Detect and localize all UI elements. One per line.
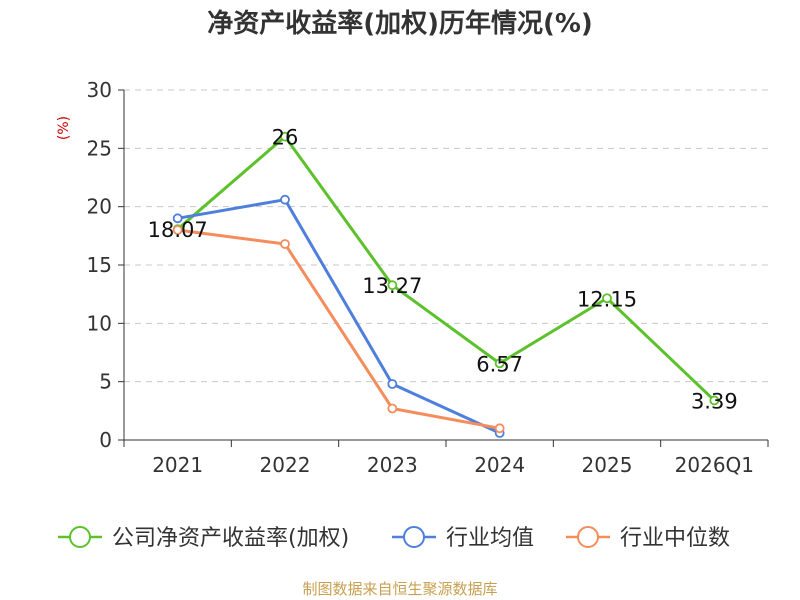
data-label: 3.39 bbox=[691, 389, 738, 413]
legend-marker bbox=[403, 526, 425, 548]
data-point bbox=[172, 213, 183, 224]
data-point bbox=[172, 225, 183, 235]
x-tick-label: 2026Q1 bbox=[675, 453, 754, 477]
data-point bbox=[494, 358, 505, 369]
data-labels: 18.07 26 13.27 6.57 12.15 3.39 bbox=[148, 126, 738, 414]
data-point bbox=[280, 194, 290, 205]
y-tick-label: 15 bbox=[87, 253, 112, 277]
source-note: 制图数据来自恒生聚源数据库 bbox=[302, 580, 497, 598]
data-point bbox=[280, 239, 290, 249]
legend-label: 公司净资产收益率(加权) bbox=[112, 526, 349, 551]
data-point bbox=[280, 131, 290, 142]
data-label: 12.15 bbox=[577, 287, 637, 311]
data-point bbox=[387, 379, 398, 389]
y-tick-label: 0 bbox=[99, 428, 112, 452]
y-tick-label: 25 bbox=[87, 136, 112, 160]
x-tick-label: 2023 bbox=[367, 453, 418, 477]
series-line-0 bbox=[176, 135, 716, 402]
data-label: 18.07 bbox=[148, 218, 208, 242]
x-tick-label: 2021 bbox=[152, 453, 203, 477]
y-tick-label: 20 bbox=[87, 195, 112, 219]
data-point bbox=[387, 280, 398, 291]
y-tick-label: 30 bbox=[87, 78, 112, 102]
series-group bbox=[172, 131, 720, 438]
series-line-1 bbox=[177, 198, 501, 435]
y-tick-label: 5 bbox=[99, 370, 112, 394]
data-label: 6.57 bbox=[476, 352, 523, 376]
legend-label: 行业中位数 bbox=[620, 526, 730, 551]
y-axis-unit: (%) bbox=[56, 116, 72, 140]
data-point bbox=[709, 395, 720, 406]
legend: 公司净资产收益率(加权) 行业均值 行业中位数 bbox=[58, 526, 730, 551]
x-tick-label: 2022 bbox=[260, 453, 311, 477]
legend-marker bbox=[69, 526, 91, 548]
x-tick-label: 2025 bbox=[582, 453, 633, 477]
series-line-2 bbox=[177, 228, 500, 430]
data-point bbox=[387, 403, 398, 414]
legend-label: 行业均值 bbox=[446, 526, 534, 551]
data-point bbox=[494, 423, 505, 434]
chart-title: 净资产收益率(加权)历年情况(%) bbox=[207, 8, 593, 39]
data-label: 13.27 bbox=[362, 274, 422, 298]
y-tick-label: 10 bbox=[87, 311, 112, 335]
data-point bbox=[602, 293, 612, 304]
x-tick-label: 2024 bbox=[474, 453, 525, 477]
legend-marker bbox=[577, 526, 599, 548]
data-label: 26 bbox=[272, 126, 299, 150]
